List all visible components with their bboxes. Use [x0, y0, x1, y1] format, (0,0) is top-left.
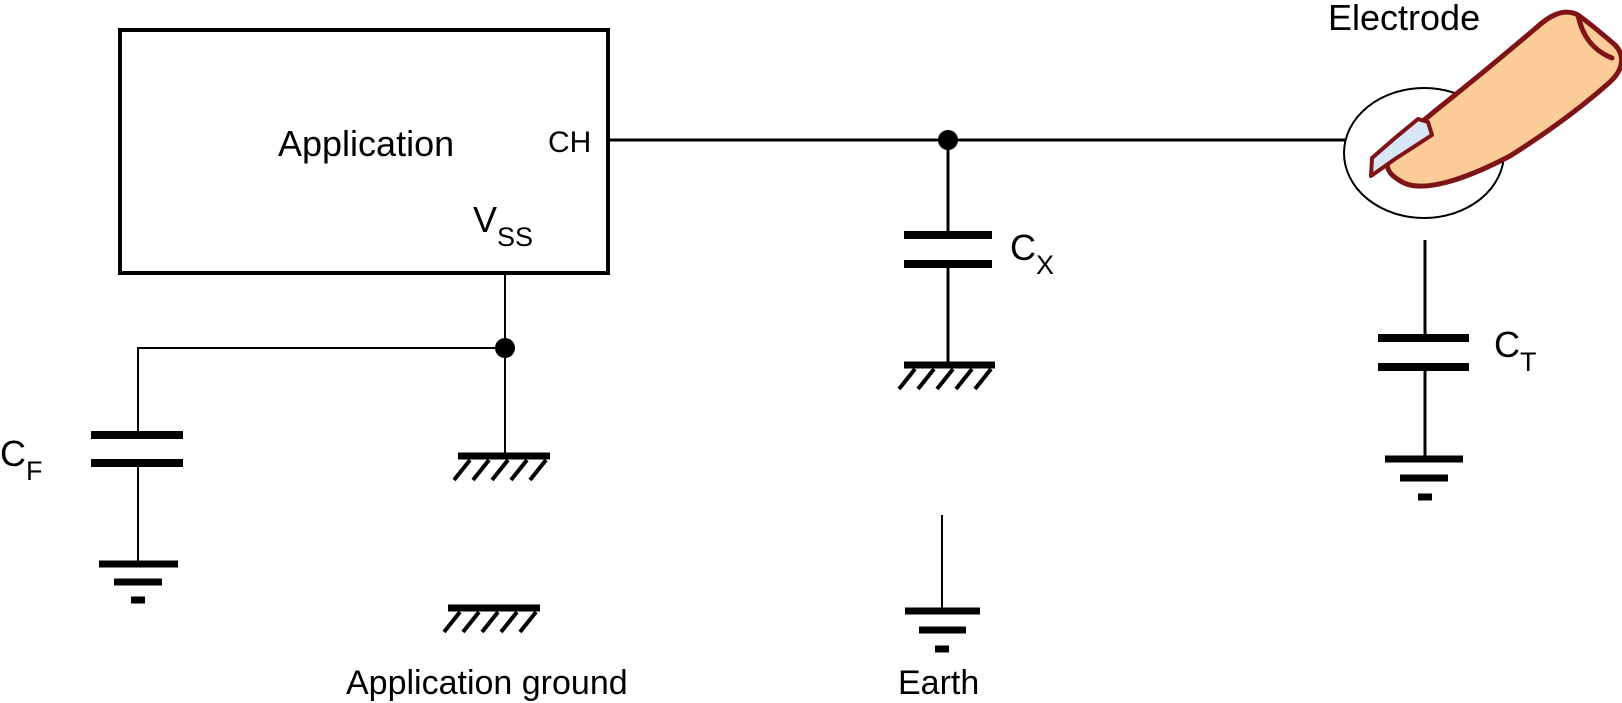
ch-pin-label: CH	[548, 126, 591, 159]
cx-chassis-ground-symbol	[897, 361, 995, 391]
legend-app-ground-label: Application ground	[346, 664, 628, 702]
application-block	[118, 28, 610, 275]
cx-label: CX	[1010, 227, 1054, 280]
finger-icon	[1369, 9, 1622, 189]
cf-wire	[137, 347, 505, 435]
legend-earth-label: Earth	[898, 664, 979, 702]
vss-pin-label: VSS	[473, 199, 533, 252]
cf-earth-ground-symbol	[99, 560, 178, 604]
ct-earth-ground-symbol	[1385, 455, 1463, 501]
fingernail-icon	[1369, 117, 1434, 178]
cf-label: CF	[0, 433, 43, 486]
legend-earth-ground-symbol	[905, 515, 980, 653]
ct-label: CT	[1494, 324, 1537, 377]
legend-chassis-ground-symbol	[442, 604, 540, 634]
electrode-label: Electrode	[1328, 0, 1480, 38]
vss-chassis-ground-symbol	[452, 452, 550, 482]
application-label: Application	[278, 123, 454, 164]
